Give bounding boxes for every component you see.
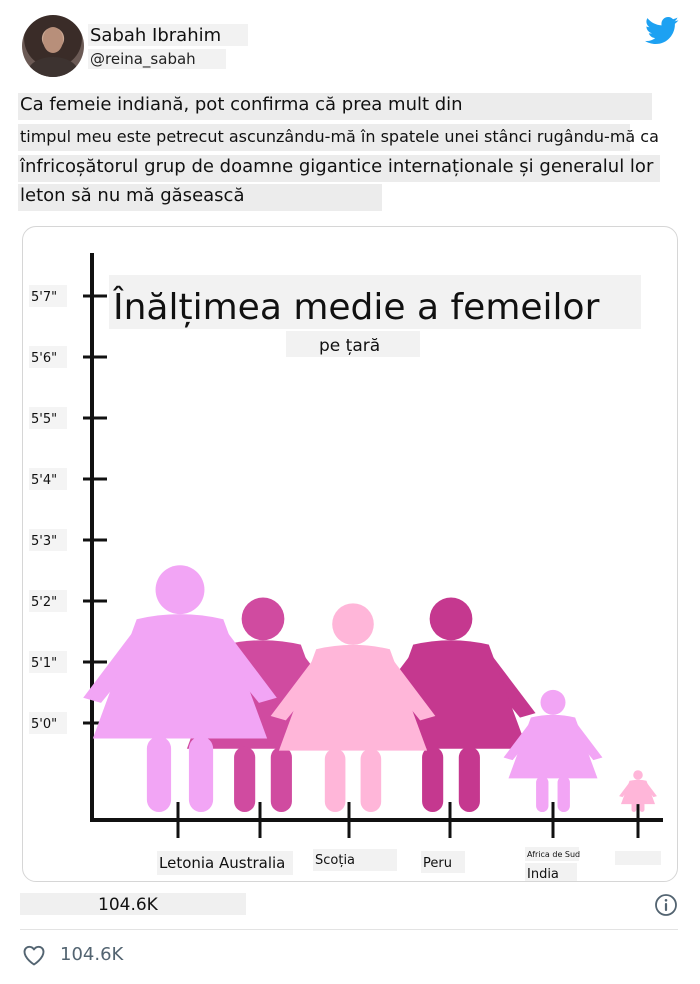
figure-leg bbox=[360, 748, 382, 812]
figure-leg bbox=[557, 776, 570, 812]
y-tick-label: 5'2" bbox=[31, 595, 57, 610]
figure-leg bbox=[458, 746, 480, 812]
stats-highlight bbox=[20, 893, 246, 915]
figure-head bbox=[429, 597, 473, 641]
y-tick-label-bg bbox=[29, 468, 67, 490]
x-label-bg bbox=[157, 851, 293, 875]
figure-dress bbox=[508, 714, 598, 779]
tweet-text-line: Ca femeie indiană, pot confirma că prea … bbox=[20, 94, 463, 115]
y-tick-label-bg bbox=[29, 346, 67, 368]
attached-chart-image[interactable]: 5'7" 5'6" 5'5" 5'4" 5'3" 5'2" 5'1" 5'0" Înălțime… bbox=[22, 226, 678, 882]
y-tick-label: 5'4" bbox=[31, 473, 57, 488]
tweet-text-line: leton să nu mă găsească bbox=[20, 185, 245, 206]
handle-highlight bbox=[88, 49, 226, 69]
figure-dress bbox=[278, 644, 428, 751]
x-label-bg bbox=[525, 863, 577, 881]
author-name[interactable]: Sabah Ibrahim bbox=[90, 25, 222, 46]
stats-count[interactable]: 104.6K bbox=[98, 895, 158, 915]
figure-leg bbox=[324, 748, 346, 812]
avatar-shoulders bbox=[28, 57, 78, 77]
y-tick-label-bg bbox=[29, 285, 67, 307]
chart-title-bg bbox=[109, 275, 641, 329]
divider bbox=[20, 929, 678, 930]
figure-dress bbox=[620, 779, 656, 805]
figure-leg bbox=[639, 802, 645, 812]
tweet-line-highlight bbox=[18, 155, 660, 182]
figure-dress bbox=[92, 614, 268, 739]
figure-leg bbox=[234, 746, 256, 812]
x-label-bg bbox=[421, 851, 465, 873]
x-label: Scoția bbox=[315, 853, 355, 868]
chart-subtitle: pe țară bbox=[319, 336, 380, 356]
y-tick-label-bg bbox=[29, 712, 67, 734]
chart-title: Înălțimea medie a femeilor bbox=[112, 286, 600, 328]
y-tick-label-bg bbox=[29, 529, 67, 551]
x-label: Africa de Sud bbox=[527, 850, 580, 859]
tweet-text-line: timpul meu este petrecut ascunzându-mă î… bbox=[20, 127, 659, 146]
info-icon[interactable] bbox=[654, 893, 678, 917]
y-tick-label: 5'6" bbox=[31, 351, 57, 366]
x-label-bg bbox=[313, 849, 397, 871]
name-highlight bbox=[88, 24, 248, 46]
avatar-face bbox=[43, 27, 63, 53]
y-tick-label: 5'1" bbox=[31, 656, 57, 671]
tweet-line-highlight bbox=[18, 93, 652, 120]
author-handle[interactable]: @reina_sabah bbox=[90, 50, 196, 68]
y-tick-label: 5'0" bbox=[31, 717, 57, 732]
figure-head bbox=[155, 565, 205, 615]
figure-leg bbox=[270, 746, 292, 812]
figure-leg bbox=[146, 736, 172, 812]
x-label: India bbox=[527, 867, 559, 882]
chart-subtitle-bg bbox=[286, 331, 420, 357]
y-tick-label-bg bbox=[29, 651, 67, 673]
x-label: Peru bbox=[423, 856, 452, 871]
x-label-bg bbox=[615, 851, 661, 865]
y-tick-label-bg bbox=[29, 590, 67, 612]
figure-head bbox=[332, 603, 374, 645]
figure-leg bbox=[422, 746, 444, 812]
twitter-bird-icon bbox=[645, 16, 679, 45]
figure-leg bbox=[631, 802, 637, 812]
y-tick-label-bg bbox=[29, 407, 67, 429]
tweet-line-highlight bbox=[18, 184, 382, 211]
height-chart: 5'7" 5'6" 5'5" 5'4" 5'3" 5'2" 5'1" 5'0" Înălțime… bbox=[29, 253, 663, 882]
like-count[interactable]: 104.6K bbox=[60, 944, 124, 965]
heart-icon[interactable] bbox=[22, 944, 46, 966]
x-label: Letonia Australia bbox=[159, 854, 285, 872]
figure-leg bbox=[188, 736, 214, 812]
tweet-text-line: înfricoșătorul grup de doamne gigantice … bbox=[20, 156, 654, 177]
figure-head bbox=[241, 597, 285, 641]
tweet-line-highlight bbox=[18, 124, 630, 151]
y-tick-label: 5'3" bbox=[31, 534, 57, 549]
figure-head bbox=[633, 770, 643, 780]
figure-leg bbox=[536, 776, 549, 812]
y-tick-label: 5'5" bbox=[31, 412, 57, 427]
y-tick-label: 5'7" bbox=[31, 290, 57, 305]
avatar[interactable] bbox=[22, 15, 84, 77]
figure-head bbox=[540, 689, 566, 715]
x-label-bg bbox=[525, 847, 579, 861]
